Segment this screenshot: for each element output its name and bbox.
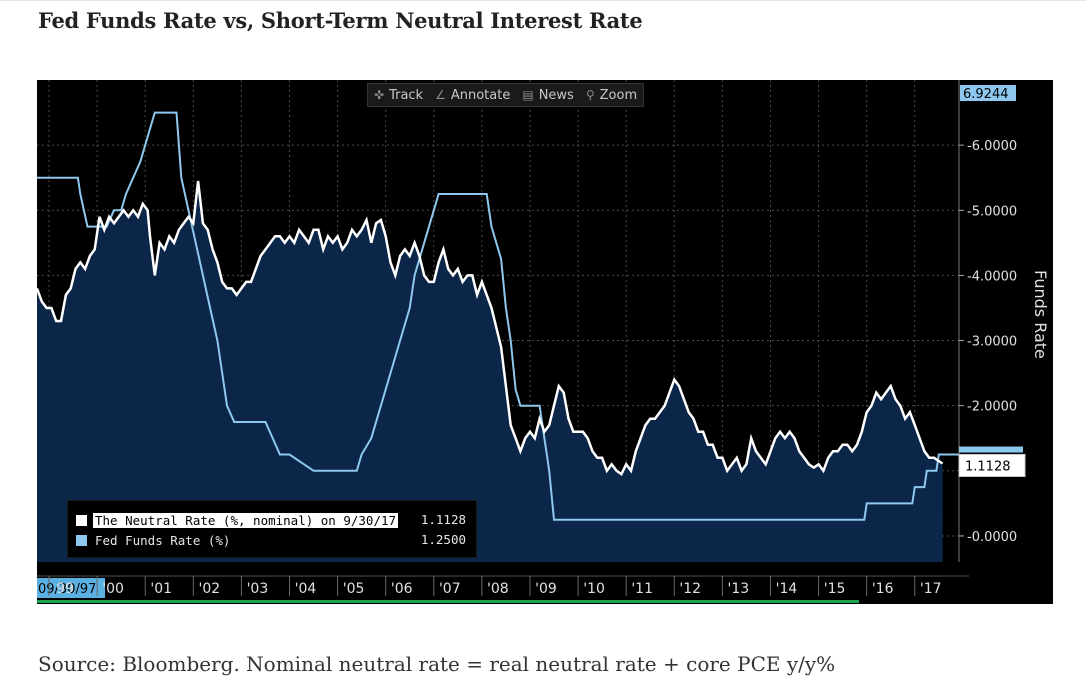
start-date-label: 09/30/97: [38, 582, 96, 597]
zoom-button[interactable]: ⚲ Zoom: [580, 84, 643, 106]
x-tick-label-15: '14: [776, 581, 798, 597]
y-tick-label-2: -2.0000: [967, 400, 1017, 415]
legend-label-neutral: The Neutral Rate (%, nominal) on 9/30/17: [93, 512, 399, 528]
x-tick-label-17: '16: [872, 581, 894, 597]
annotate-label: Annotate: [450, 87, 511, 103]
legend-value-fedfunds: 1.2500: [420, 532, 466, 547]
x-tick-label-9: '08: [487, 581, 509, 597]
legend-item-fedfunds[interactable]: Fed Funds Rate (%): [76, 531, 232, 549]
annotate-button[interactable]: ∠ Annotate: [429, 84, 516, 106]
news-button[interactable]: ▤ News: [516, 84, 579, 106]
x-tick-label-3: '02: [198, 581, 220, 597]
top-value-badge: [960, 85, 1016, 101]
x-tick-label-18: '17: [920, 581, 942, 597]
x-tick-label-8: '07: [439, 581, 461, 597]
legend-value-neutral: 1.1128: [420, 512, 466, 527]
legend-swatch-neutral: [76, 514, 87, 526]
neutral-last-value-badge: [958, 453, 1026, 477]
y-tick-label-6: -6.0000: [967, 139, 1017, 154]
x-tick-label-10: '09: [535, 581, 557, 597]
top-divider: [0, 0, 1086, 1]
news-icon: ▤: [522, 88, 534, 102]
x-tick-label-4: '03: [247, 581, 269, 597]
y-tick-label-4: -4.0000: [967, 269, 1017, 284]
source-note: Source: Bloomberg. Nominal neutral rate …: [38, 652, 836, 676]
time-range-bar: [37, 600, 859, 603]
neutral-last-value-label: 1.1128: [965, 459, 1011, 474]
page-title: Fed Funds Rate vs, Short-Term Neutral In…: [38, 8, 643, 33]
start-date-badge: [37, 578, 105, 598]
legend-item-neutral[interactable]: The Neutral Rate (%, nominal) on 9/30/17: [76, 511, 399, 529]
x-tick-label-1: '00: [102, 581, 124, 597]
series-line-fed-funds: [37, 111, 959, 521]
chart-toolbar: ✜ Track ∠ Annotate ▤ News ⚲ Zoom: [367, 83, 645, 107]
x-tick-label-7: '06: [391, 581, 413, 597]
magnifier-icon: ⚲: [585, 88, 595, 102]
legend-label-fedfunds: Fed Funds Rate (%): [95, 532, 231, 548]
chart-legend: The Neutral Rate (%, nominal) on 9/30/17…: [67, 500, 477, 558]
x-tick-label-12: '11: [631, 581, 653, 597]
y-tick-label-5: -5.0000: [967, 204, 1017, 219]
neutral-rate-area: [37, 181, 943, 562]
x-tick-label-11: '10: [583, 581, 605, 597]
chart-panel[interactable]: -0.0000-1.0000-2.0000-3.0000-4.0000-5.00…: [37, 80, 1053, 604]
fed-funds-last-value-marker: [959, 446, 1023, 453]
x-tick-label-2: '01: [150, 581, 172, 597]
x-tick-label-6: '05: [343, 581, 365, 597]
crosshair-icon: ✜: [374, 88, 385, 102]
x-tick-label-14: '13: [728, 581, 750, 597]
x-tick-label-16: '15: [824, 581, 846, 597]
zoom-label: Zoom: [599, 87, 638, 103]
track-button[interactable]: ✜ Track: [368, 84, 429, 106]
x-tick-label-13: '12: [679, 581, 701, 597]
x-tick-label-0: 99: [56, 581, 74, 597]
track-label: Track: [389, 87, 424, 103]
legend-swatch-fedfunds: [76, 534, 87, 546]
x-tick-label-5: '04: [295, 581, 317, 597]
y-tick-label-3: -3.0000: [967, 335, 1017, 350]
news-label: News: [538, 87, 574, 103]
chart-svg[interactable]: -0.0000-1.0000-2.0000-3.0000-4.0000-5.00…: [37, 80, 1053, 604]
pencil-icon: ∠: [435, 88, 446, 102]
top-value-label: 6.9244: [963, 87, 1009, 102]
y-tick-label-0: -0.0000: [967, 530, 1017, 545]
y-axis-title: Funds Rate: [1031, 270, 1050, 359]
series-line-neutral-rate: [37, 180, 944, 476]
